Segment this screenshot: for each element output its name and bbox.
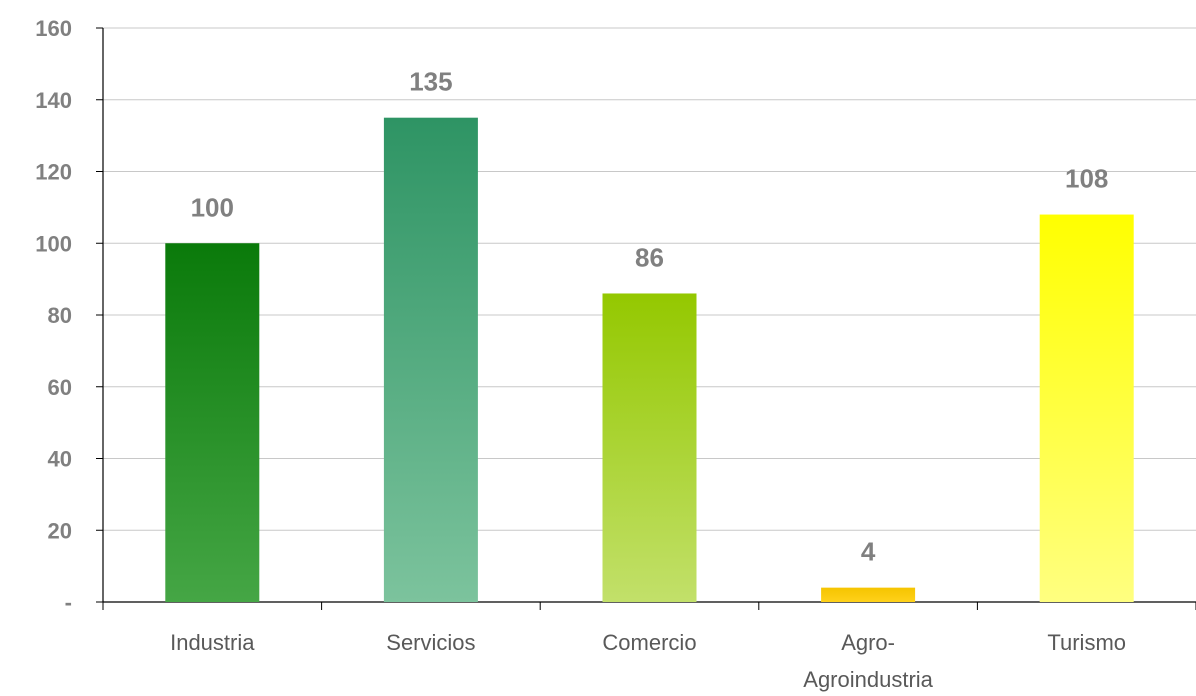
bars bbox=[165, 117, 1134, 603]
x-axis-tick-labels: Industria Servicios Comercio Agro-Agroindus… bbox=[170, 630, 1126, 692]
y-tick-label: 100 bbox=[35, 231, 72, 256]
x-tick-label: Comercio bbox=[602, 630, 696, 655]
data-labels: 100 135 86 4 108 bbox=[191, 67, 1109, 567]
data-label: 100 bbox=[191, 192, 234, 222]
y-tick-label: 20 bbox=[48, 518, 72, 543]
y-tick-label: 80 bbox=[48, 303, 72, 328]
data-label: 4 bbox=[861, 537, 876, 567]
x-tick-label: Servicios bbox=[386, 630, 475, 655]
bar bbox=[383, 117, 478, 602]
x-tick-label: Agro-Agroindustria bbox=[803, 630, 933, 692]
data-label: 86 bbox=[635, 242, 664, 272]
bar bbox=[1039, 214, 1134, 603]
y-tick-label: 140 bbox=[35, 88, 72, 113]
y-tick-label: 160 bbox=[35, 16, 72, 41]
data-label: 108 bbox=[1065, 164, 1108, 194]
y-tick-label: 120 bbox=[35, 160, 72, 185]
bar bbox=[602, 293, 697, 602]
data-label: 135 bbox=[409, 67, 452, 97]
bar bbox=[165, 243, 260, 602]
y-tick-label: 40 bbox=[48, 447, 72, 472]
y-tick-label: 60 bbox=[48, 375, 72, 400]
y-tick-label: - bbox=[65, 590, 72, 615]
bar bbox=[821, 587, 916, 602]
x-tick-label: Industria bbox=[170, 630, 255, 655]
y-axis-tick-labels: - 20 40 60 80 100 120 140 160 bbox=[35, 16, 72, 615]
x-tick-label: Turismo bbox=[1047, 630, 1126, 655]
